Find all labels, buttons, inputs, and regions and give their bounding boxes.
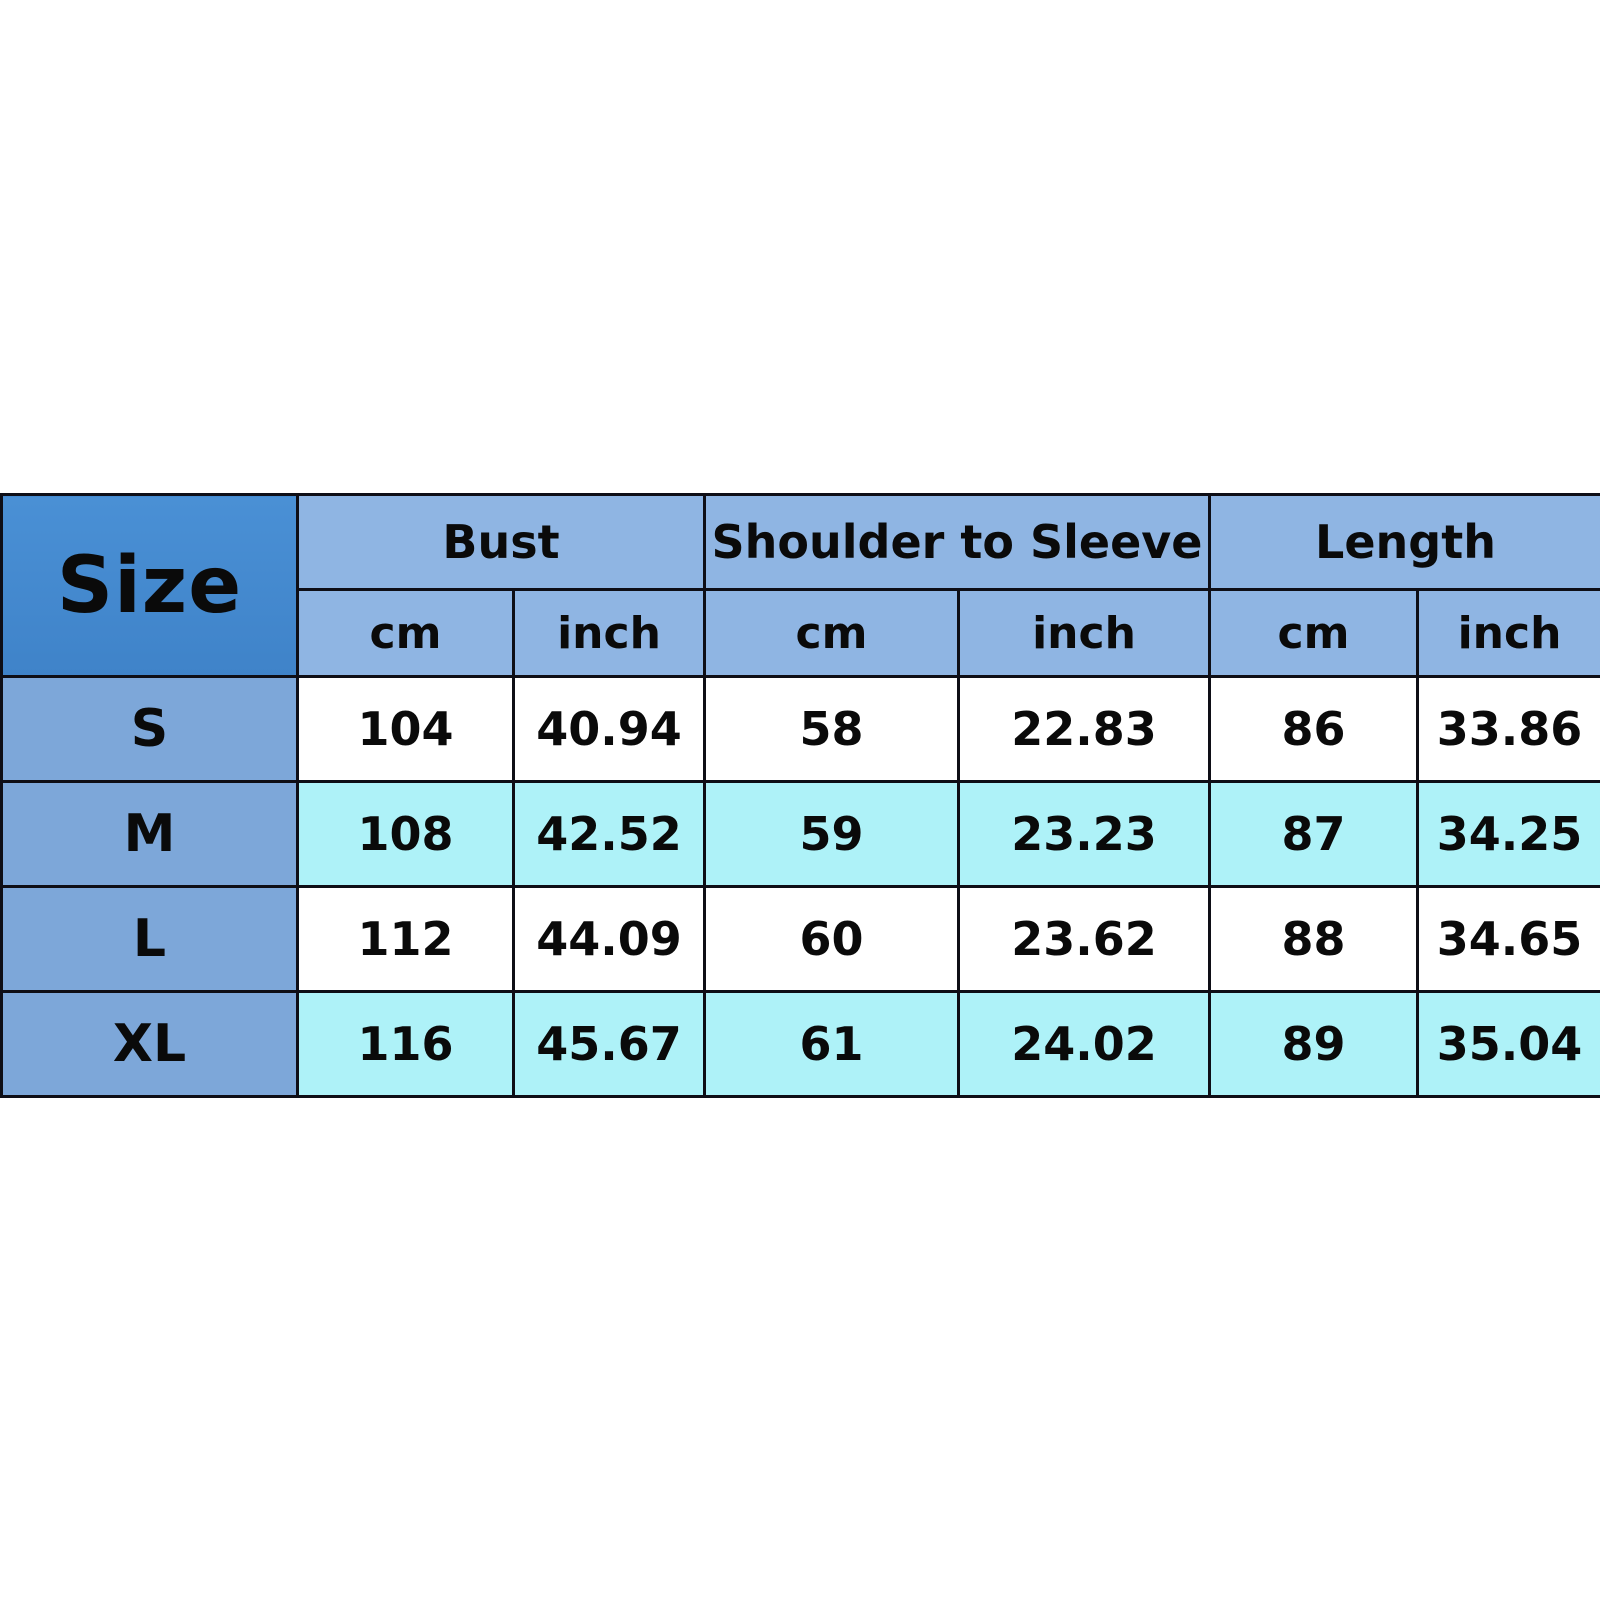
group-header-bust: Bust xyxy=(296,493,706,591)
value-m-bust-inch: 42.52 xyxy=(512,780,706,888)
value-xl-bust-inch: 45.67 xyxy=(512,990,706,1098)
size-cell-l: L xyxy=(0,885,299,993)
value-l-bust-inch: 44.09 xyxy=(512,885,706,993)
value-l-shoulder-inch: 23.62 xyxy=(957,885,1211,993)
value-l-bust-cm: 112 xyxy=(296,885,515,993)
unit-header-shoulder-inch: inch xyxy=(957,588,1211,678)
value-xl-shoulder-inch: 24.02 xyxy=(957,990,1211,1098)
value-l-length-inch: 34.65 xyxy=(1416,885,1600,993)
value-s-shoulder-cm: 58 xyxy=(703,675,960,783)
value-xl-length-cm: 89 xyxy=(1208,990,1419,1098)
value-m-shoulder-cm: 59 xyxy=(703,780,960,888)
value-s-shoulder-inch: 22.83 xyxy=(957,675,1211,783)
group-header-length: Length xyxy=(1208,493,1600,591)
unit-header-bust-inch: inch xyxy=(512,588,706,678)
value-xl-bust-cm: 116 xyxy=(296,990,515,1098)
value-s-length-inch: 33.86 xyxy=(1416,675,1600,783)
value-m-length-inch: 34.25 xyxy=(1416,780,1600,888)
size-chart-table: Size Bust Shoulder to Sleeve Length cm i… xyxy=(0,493,1600,1098)
unit-header-length-cm: cm xyxy=(1208,588,1419,678)
value-l-length-cm: 88 xyxy=(1208,885,1419,993)
value-xl-length-inch: 35.04 xyxy=(1416,990,1600,1098)
size-cell-m: M xyxy=(0,780,299,888)
value-m-length-cm: 87 xyxy=(1208,780,1419,888)
group-header-shoulder-to-sleeve: Shoulder to Sleeve xyxy=(703,493,1211,591)
unit-header-shoulder-cm: cm xyxy=(703,588,960,678)
value-m-bust-cm: 108 xyxy=(296,780,515,888)
size-cell-s: S xyxy=(0,675,299,783)
value-s-bust-cm: 104 xyxy=(296,675,515,783)
unit-header-length-inch: inch xyxy=(1416,588,1600,678)
value-xl-shoulder-cm: 61 xyxy=(703,990,960,1098)
size-column-header: Size xyxy=(0,493,299,678)
table-row-s: S 104 40.94 58 22.83 86 33.86 xyxy=(0,675,1600,783)
size-cell-xl: XL xyxy=(0,990,299,1098)
value-m-shoulder-inch: 23.23 xyxy=(957,780,1211,888)
value-s-length-cm: 86 xyxy=(1208,675,1419,783)
table-row-m: M 108 42.52 59 23.23 87 34.25 xyxy=(0,780,1600,888)
table-row-xl: XL 116 45.67 61 24.02 89 35.04 xyxy=(0,990,1600,1098)
unit-header-bust-cm: cm xyxy=(296,588,515,678)
value-l-shoulder-cm: 60 xyxy=(703,885,960,993)
value-s-bust-inch: 40.94 xyxy=(512,675,706,783)
table-row-l: L 112 44.09 60 23.62 88 34.65 xyxy=(0,885,1600,993)
